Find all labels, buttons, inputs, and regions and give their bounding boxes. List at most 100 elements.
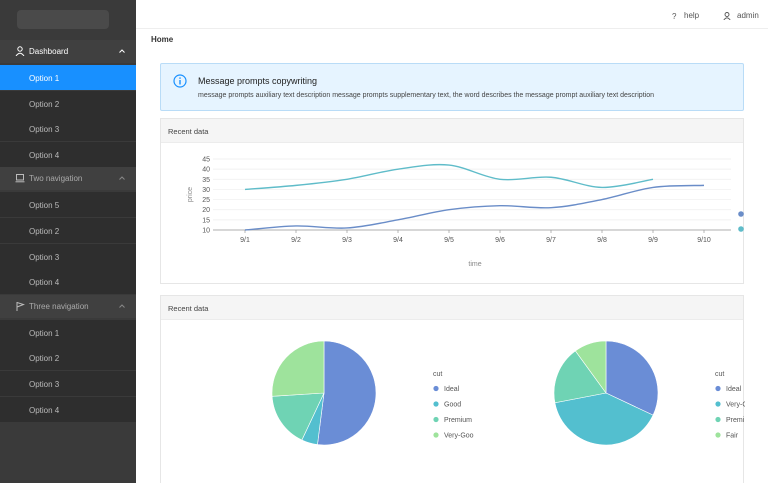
sidebar-item-label: Option 5	[29, 201, 60, 211]
x-tick-label: 9/3	[342, 237, 352, 244]
top-bar: ? help admin	[136, 0, 768, 29]
admin-label: admin	[737, 11, 759, 20]
x-tick-label: 9/10	[697, 237, 711, 244]
legend-label[interactable]: Ideal	[444, 386, 460, 393]
help-label: help	[684, 11, 700, 20]
legend-label[interactable]: Premi	[726, 417, 745, 424]
legend-label[interactable]: Ideal	[726, 386, 742, 393]
flag-icon	[16, 301, 25, 311]
pie-chart-card: Recent data cut Ideal Good Premium Very-Goo c…	[160, 295, 745, 483]
x-tick-label: 9/6	[495, 237, 505, 244]
info-alert: Message prompts copywriting message prom…	[160, 63, 744, 111]
y-tick-label: 15	[202, 217, 210, 224]
legend-title: cut	[433, 371, 442, 378]
x-tick-label: 9/7	[546, 237, 556, 244]
legend-title: cut	[715, 371, 724, 378]
pie-slice-fair[interactable]	[575, 340, 607, 394]
sidebar-item-label: Option 3	[29, 252, 60, 262]
sidebar-item-label: Option 2	[29, 227, 60, 236]
sidebar-item-option-4[interactable]: Option 4	[0, 269, 136, 295]
sidebar-item-option-3[interactable]: Option 3	[0, 116, 136, 142]
card-title: Recent data	[168, 127, 209, 136]
legend-label[interactable]: Fair	[726, 433, 739, 440]
sidebar-group-label: Dashboard	[29, 47, 69, 56]
help-link[interactable]: ? help	[672, 11, 699, 20]
laptop-icon	[15, 174, 25, 183]
y-tick-label: 45	[202, 157, 210, 164]
legend-marker[interactable]	[433, 416, 439, 423]
question-icon: ?	[672, 12, 677, 20]
y-tick-label: 35	[202, 177, 210, 184]
x-tick-label: 9/1	[240, 237, 250, 244]
sidebar-item-option-4[interactable]: Option 4	[0, 396, 136, 422]
legend-marker[interactable]	[715, 385, 721, 392]
y-tick-label: 25	[202, 197, 210, 204]
logo	[17, 10, 109, 29]
admin-menu[interactable]: admin	[723, 11, 759, 20]
x-tick-label: 9/8	[597, 237, 607, 244]
series-line-2	[244, 184, 705, 231]
sidebar-item-option-2[interactable]: Option 2	[0, 90, 136, 116]
chevron-up-icon	[119, 49, 125, 53]
pie-slice-very-goo[interactable]	[271, 340, 325, 397]
sidebar-item-option-5[interactable]: Option 5	[0, 192, 136, 218]
pie-slice-very-g[interactable]	[554, 392, 654, 446]
pie-slice-ideal[interactable]	[317, 340, 377, 446]
line-chart: 10 15 20 25 30 35 40 45 9/1 9/2 9/3 9/4 9/5 9/6 9/7 9/8…	[187, 157, 744, 268]
sidebar-item-label: Option 1	[29, 74, 60, 83]
breadcrumb[interactable]: Home	[151, 35, 174, 44]
chevron-up-icon	[119, 176, 125, 181]
x-tick-label: 9/2	[291, 237, 301, 244]
legend-label[interactable]: Very-Goo	[444, 433, 474, 440]
sidebar-group-two-navigation[interactable]: Two navigation	[0, 167, 136, 191]
legend-marker[interactable]	[433, 432, 439, 438]
legend-marker[interactable]	[433, 385, 439, 392]
sidebar-item-option-4[interactable]: Option 4	[0, 141, 136, 167]
sidebar-item-label: Option 2	[29, 354, 60, 364]
sidebar-group-dashboard[interactable]: Dashboard	[0, 40, 136, 63]
sidebar-item-label: Option 3	[29, 380, 60, 389]
y-tick-label: 10	[202, 228, 210, 235]
x-axis-label: time	[468, 261, 481, 268]
sidebar-footer	[0, 422, 136, 483]
alert-description: message prompts auxiliary text descripti…	[198, 92, 654, 99]
chevron-up-icon	[119, 304, 125, 308]
legend-marker[interactable]	[433, 401, 439, 407]
sidebar-item-option-1[interactable]: Option 1	[0, 319, 136, 345]
card-header: Recent data	[161, 296, 743, 320]
card-header: Recent data	[161, 119, 743, 143]
x-tick-label: 9/4	[393, 237, 403, 244]
sidebar-item-option-2[interactable]: Option 2	[0, 345, 136, 371]
legend-label[interactable]: Very-G	[726, 402, 745, 409]
legend-marker[interactable]	[738, 226, 744, 232]
sidebar-group-three-navigation[interactable]: Three navigation	[0, 294, 136, 318]
info-icon	[173, 74, 187, 88]
y-tick-label: 30	[202, 187, 210, 194]
pie-slice-ideal[interactable]	[605, 340, 659, 416]
sidebar-item-label: Option 3	[29, 125, 60, 135]
pie-slice-premi[interactable]	[553, 350, 607, 404]
sidebar: Dashboard Option 1 Option 2 Option 3 Option …	[0, 0, 136, 483]
sidebar-item-option-2[interactable]: Option 2	[0, 218, 136, 243]
y-tick-label: 20	[202, 207, 210, 214]
sidebar-item-label: Option 4	[29, 405, 60, 415]
legend-label[interactable]: Premium	[444, 417, 472, 424]
series-line-1	[244, 163, 654, 191]
svg-text:?: ?	[672, 12, 677, 20]
sidebar-item-label: Option 2	[29, 99, 60, 109]
legend-marker[interactable]	[738, 211, 744, 217]
y-tick-label: 40	[202, 167, 210, 174]
sidebar-item-option-3[interactable]: Option 3	[0, 371, 136, 396]
sidebar-item-label: Option 4	[29, 150, 60, 160]
legend-marker[interactable]	[715, 432, 721, 438]
sidebar-item-label: Option 1	[29, 328, 60, 338]
pie-slice-premium[interactable]	[271, 392, 325, 441]
legend-marker[interactable]	[715, 416, 721, 423]
legend-label[interactable]: Good	[444, 402, 461, 409]
x-tick-label: 9/5	[444, 237, 454, 244]
y-axis-label: price	[187, 187, 194, 202]
legend-marker[interactable]	[715, 401, 721, 407]
alert-title: Message prompts copywriting	[198, 76, 318, 86]
sidebar-item-option-1[interactable]: Option 1	[0, 65, 136, 90]
sidebar-item-option-3[interactable]: Option 3	[0, 243, 136, 269]
